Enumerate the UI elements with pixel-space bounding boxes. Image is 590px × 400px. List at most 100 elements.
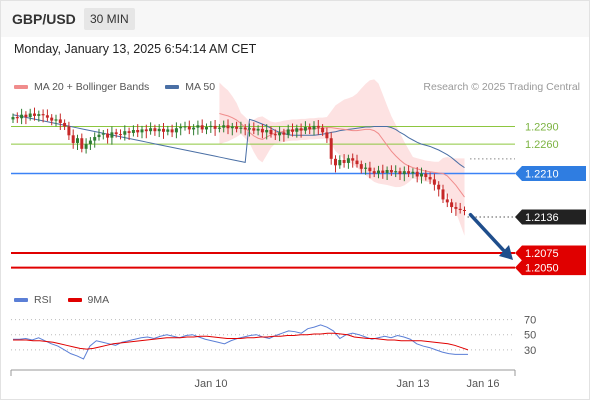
rsi-line — [13, 324, 468, 360]
candle-body — [351, 158, 355, 161]
candle-body — [50, 117, 54, 121]
level-label-1.2290: 1.2290 — [525, 121, 559, 133]
candle-body — [402, 171, 406, 175]
candle-body — [316, 125, 320, 128]
candle-body — [110, 132, 114, 138]
candle-body — [295, 128, 299, 132]
candle-body — [312, 125, 316, 130]
candle-body — [11, 117, 15, 120]
candle-body — [389, 170, 393, 173]
candle-body — [88, 140, 92, 145]
candle-body — [269, 130, 273, 135]
candle-body — [260, 128, 264, 133]
candle-body — [209, 125, 213, 128]
candle-body — [226, 125, 230, 129]
copyright: Research © 2025 Trading Central — [423, 81, 580, 93]
rsi-legend: RSI 9MA — [14, 294, 109, 306]
bollinger-band — [219, 79, 465, 236]
level-tag-support — [515, 245, 586, 261]
candle-body — [15, 117, 19, 119]
level-label-1.2075: 1.2075 — [525, 248, 559, 260]
rsi-tick-label: 30 — [524, 345, 536, 357]
rsi-tick-label: 70 — [524, 315, 536, 327]
candle-body — [213, 125, 217, 129]
candle-body — [63, 122, 67, 127]
candle-body — [441, 189, 445, 200]
candle-body — [37, 114, 41, 116]
candle-body — [144, 129, 148, 132]
candle-body — [385, 170, 389, 173]
candle-body — [131, 130, 135, 133]
candle-body — [424, 173, 428, 178]
candle-body — [136, 130, 140, 133]
candle-body — [291, 129, 294, 132]
candle-body — [106, 133, 110, 138]
level-tag-last — [515, 209, 586, 225]
candle-body — [303, 127, 307, 131]
candle-body — [24, 114, 28, 118]
candle-body — [71, 135, 75, 143]
candle-body — [162, 128, 165, 132]
legend-rsi-ma: 9MA — [87, 294, 110, 306]
candle-body — [282, 132, 286, 135]
candle-body — [381, 170, 385, 173]
candle-body — [346, 158, 350, 163]
candle-body — [174, 128, 178, 133]
candle-body — [222, 125, 226, 128]
candle-body — [458, 208, 462, 210]
candle-body — [84, 144, 88, 149]
legend-ma-bollinger: MA 20 + Bollinger Bands — [34, 81, 150, 93]
candle-body — [153, 128, 157, 132]
candle-body — [428, 177, 432, 180]
candle-body — [364, 167, 368, 169]
ma20-swatch — [14, 85, 28, 89]
candle-body — [140, 129, 144, 133]
candle-body — [463, 210, 466, 211]
forecast-arrowhead — [499, 244, 513, 260]
symbol-label: GBP/USD — [12, 11, 76, 27]
candle-body — [230, 126, 234, 129]
candle-body — [321, 127, 325, 133]
candle-body — [415, 171, 419, 177]
forecast-arrow — [468, 212, 507, 254]
candle-body — [252, 128, 256, 131]
candle-body — [127, 131, 131, 133]
chart-header: GBP/USD 30 MIN — [1, 1, 589, 37]
candle-body — [41, 114, 45, 116]
main-legend: MA 20 + Bollinger Bands MA 50 — [14, 81, 215, 93]
candle-body — [166, 129, 170, 132]
level-label-1.2136: 1.2136 — [525, 212, 559, 224]
candle-body — [407, 171, 411, 174]
candle-body — [329, 138, 333, 159]
candle-body — [286, 129, 290, 135]
level-tag-support — [515, 260, 586, 276]
candle-body — [20, 114, 24, 119]
candle-body — [33, 113, 36, 116]
chart-datetime: Monday, January 13, 2025 6:54:14 AM CET — [14, 42, 257, 56]
candle-body — [123, 131, 127, 135]
rsi-tick-label: 50 — [524, 330, 536, 342]
candle-body — [420, 173, 423, 177]
candle-body — [205, 127, 208, 130]
candle-body — [179, 127, 183, 129]
candle-body — [325, 132, 329, 139]
timeframe-badge[interactable]: 30 MIN — [84, 8, 135, 30]
candle-body — [28, 113, 32, 118]
candle-body — [235, 126, 239, 129]
x-tick-label: Jan 10 — [194, 378, 227, 390]
candle-body — [54, 119, 58, 121]
rsi-ma-swatch — [67, 298, 82, 302]
ma50-swatch — [165, 85, 180, 89]
candle-body — [359, 164, 363, 169]
x-tick-label: Jan 16 — [466, 378, 499, 390]
candle-body — [114, 132, 118, 135]
candle-body — [200, 125, 204, 130]
ma20-line — [219, 113, 465, 198]
ma50-line — [12, 114, 465, 169]
candle-body — [239, 127, 243, 129]
candle-body — [119, 134, 122, 136]
candle-body — [58, 119, 62, 123]
level-tag-pivot — [515, 166, 586, 182]
candle-body — [183, 126, 187, 128]
candle-body — [377, 170, 380, 174]
